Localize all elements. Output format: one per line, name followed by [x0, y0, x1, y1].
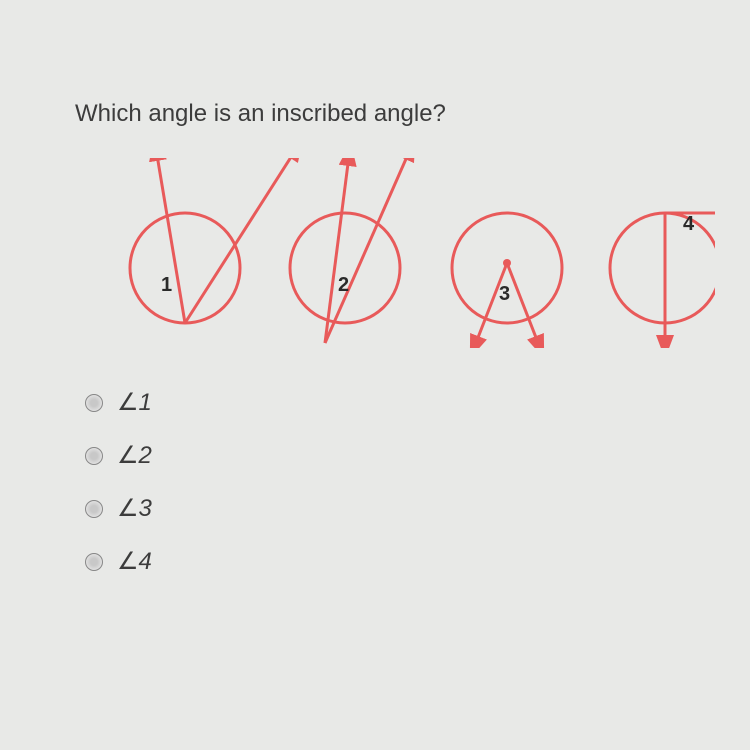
radio-icon [85, 500, 103, 518]
circle-4 [610, 213, 715, 323]
angle-label-4: 4 [683, 213, 695, 235]
radio-icon [85, 394, 103, 412]
angle-label-3: 3 [499, 283, 510, 305]
center-dot-3 [503, 259, 511, 267]
circle-3 [452, 213, 562, 323]
option-3[interactable]: ∠3 [85, 494, 695, 523]
circle-1 [130, 213, 240, 323]
ray-3-0 [472, 263, 507, 348]
option-label: ∠4 [117, 547, 152, 576]
angle-label-2: 2 [338, 274, 349, 296]
option-label: ∠1 [117, 388, 152, 417]
ray-3-1 [507, 263, 542, 348]
option-1[interactable]: ∠1 [85, 388, 695, 417]
radio-icon [85, 447, 103, 465]
diagrams-area: 1 2 3 4 [75, 158, 715, 348]
radio-icon [85, 553, 103, 571]
question-text: Which angle is an inscribed angle? [75, 100, 695, 128]
ray-1-1 [185, 158, 300, 323]
option-label: ∠3 [117, 494, 152, 523]
option-label: ∠2 [117, 441, 152, 470]
diagram-svg: 1 2 3 4 [75, 158, 715, 348]
options-group: ∠1 ∠2 ∠3 ∠4 [85, 388, 695, 576]
ray-1-0 [155, 158, 185, 323]
angle-label-1: 1 [161, 274, 172, 296]
circle-2 [290, 213, 400, 323]
option-2[interactable]: ∠2 [85, 441, 695, 470]
option-4[interactable]: ∠4 [85, 547, 695, 576]
